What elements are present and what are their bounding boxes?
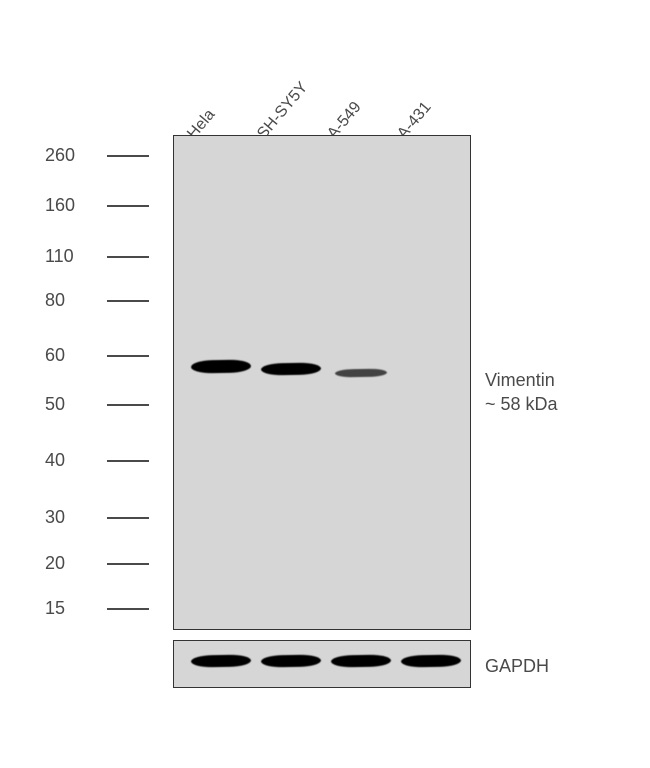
mw-value: 40: [45, 450, 95, 471]
target-protein-size: ~ 58 kDa: [485, 392, 558, 416]
mw-marker-2: 110: [45, 246, 149, 267]
protein-band: [261, 654, 321, 667]
protein-band: [335, 369, 387, 378]
mw-marker-6: 40: [45, 450, 149, 471]
mw-marker-5: 50: [45, 394, 149, 415]
main-blot-membrane: [173, 135, 471, 630]
loading-control-name: GAPDH: [485, 656, 549, 676]
target-protein-name: Vimentin: [485, 368, 558, 392]
mw-value: 80: [45, 290, 95, 311]
mw-tick-icon: [107, 608, 149, 610]
mw-tick-icon: [107, 517, 149, 519]
loading-control-membrane: [173, 640, 471, 688]
mw-tick-icon: [107, 563, 149, 565]
mw-marker-1: 160: [45, 195, 149, 216]
protein-band: [331, 654, 391, 667]
mw-marker-4: 60: [45, 345, 149, 366]
western-blot-figure: Hela SH-SY5Y A-549 A-431 260 160 110 80 …: [20, 20, 630, 748]
mw-value: 110: [45, 246, 95, 267]
lane-label-1: SH-SY5Y: [254, 79, 312, 143]
mw-tick-icon: [107, 256, 149, 258]
mw-tick-icon: [107, 155, 149, 157]
target-protein-annotation: Vimentin ~ 58 kDa: [485, 368, 558, 417]
mw-tick-icon: [107, 205, 149, 207]
mw-marker-7: 30: [45, 507, 149, 528]
mw-marker-3: 80: [45, 290, 149, 311]
mw-value: 15: [45, 598, 95, 619]
mw-marker-8: 20: [45, 553, 149, 574]
mw-marker-0: 260: [45, 145, 149, 166]
protein-band: [261, 362, 321, 375]
mw-tick-icon: [107, 355, 149, 357]
mw-value: 20: [45, 553, 95, 574]
loading-control-annotation: GAPDH: [485, 654, 549, 678]
protein-band: [401, 654, 461, 667]
mw-tick-icon: [107, 300, 149, 302]
mw-value: 60: [45, 345, 95, 366]
mw-value: 160: [45, 195, 95, 216]
protein-band: [191, 359, 251, 373]
mw-marker-9: 15: [45, 598, 149, 619]
mw-value: 30: [45, 507, 95, 528]
mw-tick-icon: [107, 460, 149, 462]
protein-band: [191, 654, 251, 667]
mw-value: 50: [45, 394, 95, 415]
mw-tick-icon: [107, 404, 149, 406]
mw-value: 260: [45, 145, 95, 166]
